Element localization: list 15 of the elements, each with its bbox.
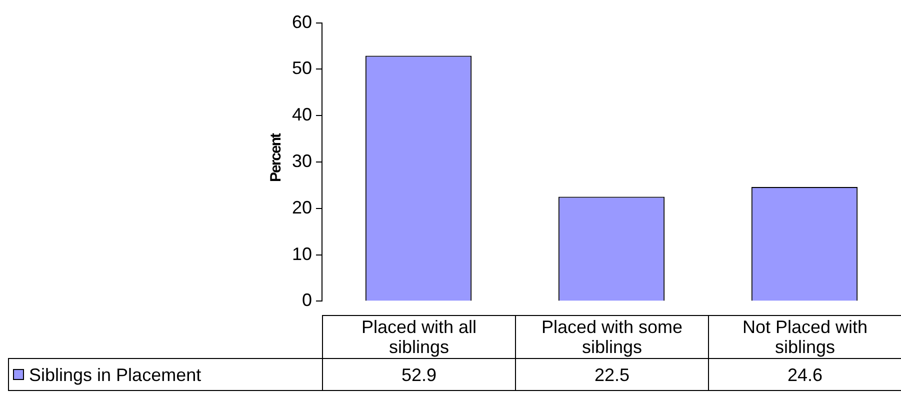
legend-label: Siblings in Placement xyxy=(29,364,202,384)
y-tick-label: 0 xyxy=(302,290,312,310)
y-tick-label: 40 xyxy=(292,104,312,125)
x-tick-label: Placed with all siblings xyxy=(360,317,478,357)
y-tick-label: 30 xyxy=(292,150,312,171)
data-label: 24.6 xyxy=(787,364,823,384)
x-tick-label: Not Placed with siblings xyxy=(741,317,869,357)
y-axis-title: Percent xyxy=(268,134,284,182)
data-label: 52.9 xyxy=(401,364,437,384)
data-label: 22.5 xyxy=(594,364,630,384)
y-tick-label: 20 xyxy=(292,197,312,218)
y-tick-label: 60 xyxy=(292,12,312,32)
x-tick-label: Placed with some siblings xyxy=(540,317,684,357)
y-tick-label: 50 xyxy=(292,58,312,78)
y-tick-label: 10 xyxy=(292,244,312,264)
